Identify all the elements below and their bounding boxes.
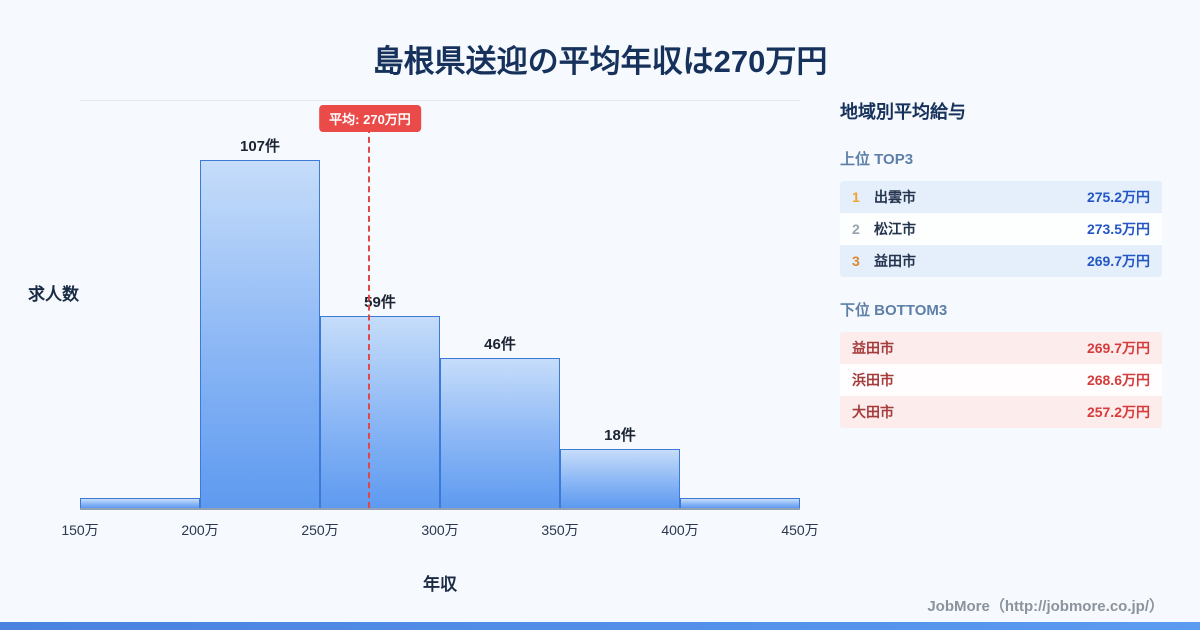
rank-number: 3 [852, 253, 860, 269]
bar-value-label: 107件 [239, 137, 281, 155]
salary-value: 275.2万円 [1086, 189, 1150, 205]
histogram-bar [80, 498, 200, 508]
x-tick-label: 400万 [661, 522, 699, 538]
table-row: 3 益田市 269.7万円 [840, 245, 1162, 277]
y-axis-label: 求人数 [28, 285, 79, 304]
bar-value-label: 18件 [604, 427, 636, 445]
bar-value-label: 46件 [484, 336, 516, 354]
table-row: 2 松江市 273.5万円 [840, 213, 1162, 245]
sidebar-title: 地域別平均給与 [840, 102, 966, 122]
histogram-bars: 107件 59件 46件 18件 [80, 101, 800, 508]
salary-value: 268.6万円 [1086, 372, 1150, 388]
rank-number: 1 [852, 189, 860, 205]
top3-label: 上位 TOP3 [840, 151, 914, 168]
histogram-bar: 107件 [200, 138, 320, 508]
x-tick-label: 450万 [781, 522, 819, 538]
bottom-accent-bar [0, 622, 1200, 630]
table-row: 浜田市 268.6万円 [840, 364, 1162, 396]
x-tick-label: 350万 [541, 522, 579, 538]
city-name: 出雲市 [874, 189, 916, 205]
x-tick-label: 300万 [421, 522, 459, 538]
x-axis-label: 年収 [423, 575, 457, 594]
histogram-bar [680, 498, 800, 508]
histogram-bar: 46件 [440, 336, 560, 508]
x-tick-label: 150万 [61, 522, 99, 538]
table-row: 1 出雲市 275.2万円 [840, 181, 1162, 213]
histogram-bar-wrap [80, 101, 200, 508]
region-salary-sidebar: 地域別平均給与 上位 TOP3 1 出雲市 275.2万円 2 松江市 273.5万円 3 益… [840, 98, 1162, 450]
table-row: 益田市 269.7万円 [840, 332, 1162, 364]
footer-credit: JobMore（http://jobmore.co.jp/） [927, 598, 1164, 615]
average-line: 平均: 270万円 [319, 105, 421, 508]
average-badge: 平均: 270万円 [319, 105, 421, 132]
histogram-bar-wrap [680, 101, 800, 508]
page-title: 島根県送迎の平均年収は270万円 [372, 44, 828, 79]
x-axis-ticks: 150万 200万 250万 300万 350万 400万 450万 [61, 520, 818, 540]
histogram-bar-wrap: 59件 [320, 101, 440, 508]
city-name: 浜田市 [852, 372, 894, 388]
histogram-bar-wrap: 46件 [440, 101, 560, 508]
top3-table: 1 出雲市 275.2万円 2 松江市 273.5万円 3 益田市 269.7万円 [840, 181, 1162, 277]
histogram-bar: 18件 [560, 427, 680, 508]
table-row: 大田市 257.2万円 [840, 396, 1162, 428]
city-name: 大田市 [852, 404, 894, 420]
salary-value: 257.2万円 [1086, 404, 1150, 420]
bar-value-label: 59件 [364, 293, 396, 311]
x-tick-label: 200万 [181, 522, 219, 538]
salary-value: 273.5万円 [1086, 221, 1150, 237]
salary-value: 269.7万円 [1086, 340, 1150, 356]
plot-area: 107件 59件 46件 18件 平均: 270万円 [80, 100, 800, 510]
city-name: 益田市 [874, 253, 916, 269]
city-name: 益田市 [852, 340, 894, 356]
bottom3-label: 下位 BOTTOM3 [840, 302, 948, 319]
histogram-bar-wrap: 107件 [200, 101, 320, 508]
city-name: 松江市 [874, 221, 916, 237]
salary-value: 269.7万円 [1086, 253, 1150, 269]
histogram-bar-wrap: 18件 [560, 101, 680, 508]
x-tick-label: 250万 [301, 522, 339, 538]
rank-number: 2 [852, 221, 860, 237]
bottom3-table: 益田市 269.7万円浜田市 268.6万円大田市 257.2万円 [840, 332, 1162, 428]
histogram-bar: 59件 [320, 294, 440, 508]
